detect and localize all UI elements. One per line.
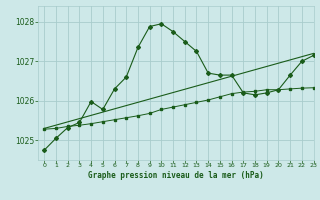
X-axis label: Graphe pression niveau de la mer (hPa): Graphe pression niveau de la mer (hPa) bbox=[88, 171, 264, 180]
